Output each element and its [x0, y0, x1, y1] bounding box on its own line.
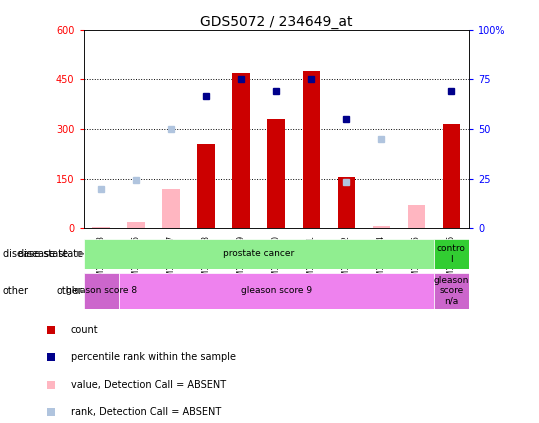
Text: count: count	[71, 325, 98, 335]
Text: prostate cancer: prostate cancer	[223, 249, 294, 258]
Bar	[267, 119, 285, 228]
Bar	[407, 205, 425, 228]
Text: other: other	[57, 286, 83, 296]
Bar	[92, 227, 110, 228]
Bar	[372, 226, 390, 228]
Bar	[197, 144, 215, 228]
Bar	[162, 189, 180, 228]
Bar	[302, 71, 320, 228]
Text: contro
l: contro l	[437, 244, 466, 264]
Bar	[119, 273, 434, 309]
Text: rank, Detection Call = ABSENT: rank, Detection Call = ABSENT	[71, 407, 221, 418]
Text: disease state: disease state	[3, 249, 68, 259]
Bar	[337, 177, 355, 228]
Bar	[443, 124, 460, 228]
Text: gleason score 8: gleason score 8	[66, 286, 136, 295]
Title: GDS5072 / 234649_at: GDS5072 / 234649_at	[200, 14, 353, 29]
Bar	[434, 273, 469, 309]
Text: value, Detection Call = ABSENT: value, Detection Call = ABSENT	[71, 380, 226, 390]
Bar	[434, 239, 469, 269]
Bar	[84, 273, 119, 309]
Text: gleason score 9: gleason score 9	[241, 286, 312, 295]
Bar	[232, 73, 250, 228]
Text: gleason
score
n/a: gleason score n/a	[434, 276, 469, 306]
Text: percentile rank within the sample: percentile rank within the sample	[71, 352, 236, 363]
Bar	[127, 222, 145, 228]
Text: disease state: disease state	[18, 249, 83, 259]
Text: other: other	[3, 286, 29, 296]
